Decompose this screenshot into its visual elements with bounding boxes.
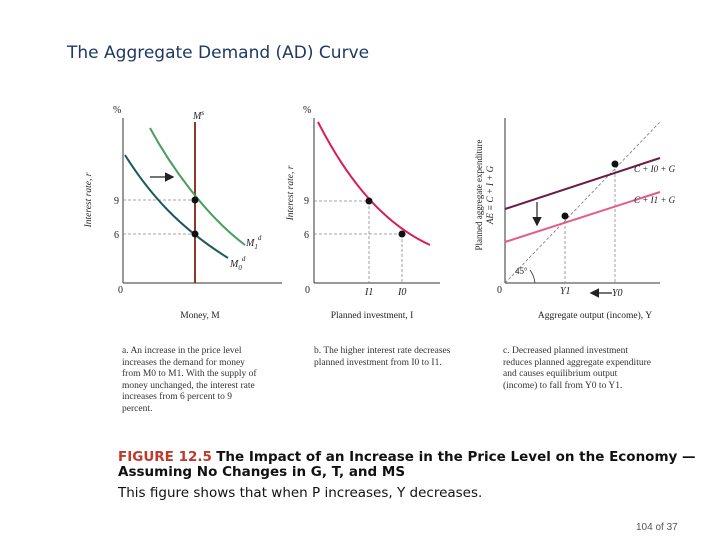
ae-line-upper-label: C + I0 + G — [634, 164, 676, 174]
panel-b-point-new — [365, 197, 373, 205]
panel-a-caption: a. An increase in the price level increa… — [122, 346, 257, 414]
panel-c-x-label: Aggregate output (income), Y — [538, 310, 652, 321]
panel-a-equilibrium-old — [191, 230, 199, 238]
money-demand-curve-old — [124, 154, 229, 259]
panel-b-tick-6: 6 — [304, 230, 309, 241]
money-demand-old-label: M0d — [229, 255, 246, 272]
panel-a: % Interest rate, r Money, M 0 9 6 Ms M1d… — [84, 105, 282, 321]
ae-line-upper — [504, 157, 661, 210]
panel-b-tick-9: 9 — [304, 196, 309, 207]
ae-line-lower-label: C + I1 + G — [634, 195, 676, 205]
page-number: 104 of 37 — [636, 522, 678, 533]
panel-c-x-tick-y0: Y0 — [612, 288, 623, 299]
forty-five-degree-line — [504, 121, 661, 284]
money-demand-new-label: M1d — [245, 234, 262, 251]
money-supply-label: Ms — [192, 109, 204, 122]
figure-title: The Impact of an Increase in the Price L… — [118, 449, 696, 480]
money-demand-curve-new — [149, 127, 246, 246]
panel-c-equilibrium-old — [611, 160, 619, 168]
panel-b-y-label: Interest rate, r — [286, 165, 296, 221]
panel-c-origin: 0 — [497, 285, 502, 296]
panel-a-tick-6: 6 — [114, 230, 119, 241]
panel-c-equilibrium-new — [561, 212, 569, 220]
ae-line-lower — [504, 191, 661, 243]
panel-b-y-unit: % — [303, 105, 311, 116]
panel-c-y-label-line2: AE ≡ C + I + G — [485, 165, 495, 225]
figure-description: This figure shows that when P increases,… — [118, 485, 483, 501]
figure-number: FIGURE 12.5 — [118, 449, 212, 465]
panel-b-caption: b. The higher interest rate decreases pl… — [314, 346, 451, 368]
investment-demand-curve — [317, 121, 431, 246]
panel-a-y-unit: % — [113, 105, 121, 116]
panel-b-x-label: Planned investment, I — [331, 311, 414, 321]
panel-c-y-label-line1: Planned aggregate expenditure — [474, 140, 484, 251]
panel-b-point-old — [398, 230, 406, 238]
panel-a-x-label: Money, M — [180, 311, 220, 321]
panel-a-equilibrium-new — [191, 196, 199, 204]
figure-caption: FIGURE 12.5 The Impact of an Increase in… — [118, 450, 698, 480]
panel-b-origin: 0 — [305, 285, 310, 296]
angle-arc — [529, 269, 536, 284]
panel-b: % Interest rate, r Planned investment, I… — [286, 105, 440, 321]
panel-a-tick-9: 9 — [114, 196, 119, 207]
panel-b-x-tick-i0: I0 — [397, 287, 406, 298]
angle-label: 45° — [515, 266, 528, 276]
panel-c-caption: c. Decreased planned investment reduces … — [503, 346, 651, 391]
panel-a-origin: 0 — [118, 285, 123, 296]
panel-a-y-label: Interest rate, r — [84, 172, 94, 228]
slide-title: The Aggregate Demand (AD) Curve — [67, 43, 370, 63]
panel-c-x-tick-y1: Y1 — [560, 286, 571, 297]
panel-c: Planned aggregate expenditure AE ≡ C + I… — [474, 118, 676, 321]
panel-b-x-tick-i1: I1 — [364, 287, 373, 298]
